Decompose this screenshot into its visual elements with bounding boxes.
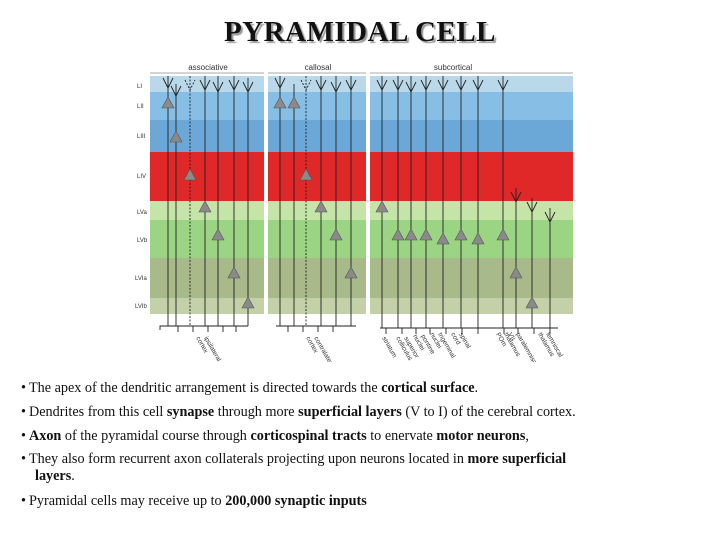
- target-contralateral: contralateral cortex: [304, 332, 337, 362]
- bullet-4: • They also form recurrent axon collatera…: [21, 451, 567, 484]
- bullet-2: • Dendrites from this cell synapse throug…: [21, 404, 576, 420]
- pyramidal-cell-diagram: associative callosal subcortical LI LII …: [135, 63, 573, 362]
- bullet-5: • Pyramidal cells may receive up to 200,0…: [21, 493, 367, 509]
- neurons-associative: [159, 76, 255, 332]
- target-lemniscal-thalamus: lemniscal thalamus: [536, 328, 565, 362]
- layer-label-LI: LI: [137, 84, 142, 90]
- bullet-1: • The apex of the dendritic arrangement i…: [21, 380, 479, 396]
- layer-label-LVb: LVb: [137, 238, 148, 244]
- panel-label-subcortical: subcortical: [434, 63, 472, 72]
- target-ipsilateral: ipsilateral cortex: [194, 332, 223, 362]
- layer-label-LVIa: LVIa: [135, 276, 148, 282]
- panel-label-associative: associative: [188, 63, 228, 72]
- layer-label-LVIb: LVIb: [135, 304, 148, 310]
- neurons-callosal: [273, 76, 358, 332]
- slide-title: PYRAMIDAL CELL: [223, 16, 497, 48]
- layer-bands: [150, 74, 573, 316]
- layer-label-LII: LII: [137, 104, 144, 110]
- panel-label-callosal: callosal: [305, 63, 332, 72]
- neurons-subcortical: [375, 76, 558, 334]
- bullet-list: • The apex of the dendritic arrangement i…: [21, 376, 702, 513]
- bullet-3: • Axon of the pyramidal course through co…: [21, 428, 529, 444]
- layer-label-LVa: LVa: [137, 210, 147, 216]
- layer-label-LIII: LIII: [137, 134, 146, 140]
- layer-label-LIV: LIV: [137, 174, 146, 180]
